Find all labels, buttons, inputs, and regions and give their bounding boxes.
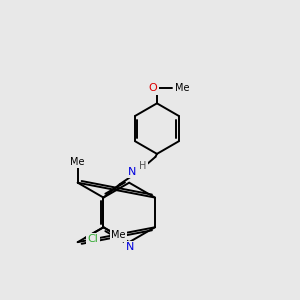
Text: Me: Me — [70, 157, 85, 167]
Text: H: H — [139, 161, 147, 171]
Text: Me: Me — [111, 230, 126, 241]
Text: N: N — [128, 167, 136, 177]
Text: Me: Me — [175, 83, 189, 94]
Text: O: O — [148, 83, 157, 93]
Text: Cl: Cl — [88, 235, 99, 244]
Text: N: N — [126, 242, 134, 253]
